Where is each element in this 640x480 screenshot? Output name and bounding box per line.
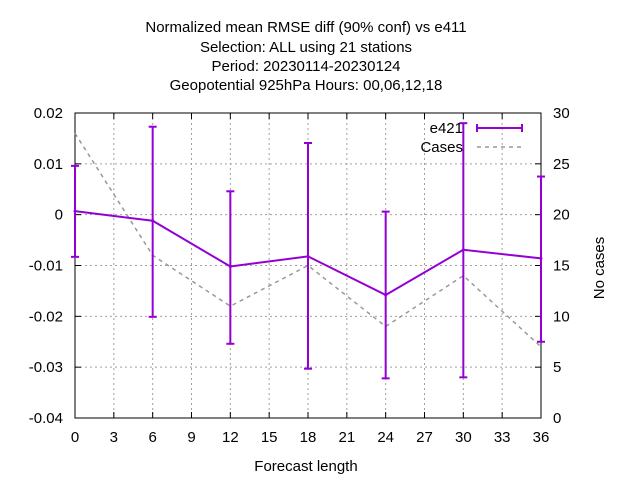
- legend-label-e421: e421: [430, 120, 463, 137]
- legend-label-cases: Cases: [420, 139, 463, 156]
- x-tick-label-11: 33: [494, 429, 511, 446]
- chart-title: Normalized mean RMSE diff (90% conf) vs …: [145, 19, 466, 94]
- y2-tick-label-4: 20: [553, 207, 570, 224]
- x-tick-label-10: 30: [455, 429, 472, 446]
- title-line-2: Selection: ALL using 21 stations: [200, 39, 412, 56]
- y2-tick-label-1: 5: [553, 359, 561, 376]
- y2-tick-label-3: 15: [553, 258, 570, 275]
- x-axis-ticks: 0 3 6 9 12 15 18 21 24 27 30 33 36: [71, 113, 550, 446]
- x-tick-label-1: 3: [110, 429, 118, 446]
- e421-point-2: [228, 265, 232, 269]
- y-tick-label-4: 0: [55, 207, 63, 224]
- x-tick-label-2: 6: [148, 429, 156, 446]
- x-tick-label-6: 18: [300, 429, 317, 446]
- e421-point-4: [384, 293, 388, 297]
- e421-point-1: [151, 219, 155, 223]
- x-tick-label-8: 24: [377, 429, 394, 446]
- title-line-3: Period: 20230114-20230124: [211, 58, 400, 75]
- legend: e421 Cases: [420, 120, 523, 156]
- y2-tick-label-2: 10: [553, 308, 570, 325]
- x-tick-label-9: 27: [416, 429, 433, 446]
- y2-axis-ticks: 0 5 10 15 20 25 30: [535, 105, 570, 427]
- y2-tick-label-6: 30: [553, 105, 570, 122]
- e421-point-3: [306, 254, 310, 258]
- e421-point-0: [73, 209, 77, 213]
- title-line-4: Geopotential 925hPa Hours: 00,06,12,18: [170, 77, 443, 94]
- x-tick-label-0: 0: [71, 429, 79, 446]
- x-tick-label-5: 15: [261, 429, 278, 446]
- title-line-1: Normalized mean RMSE diff (90% conf) vs …: [145, 19, 466, 36]
- x-tick-label-7: 21: [338, 429, 355, 446]
- x-axis-label: Forecast length: [254, 458, 357, 475]
- e421-point-5: [461, 248, 465, 252]
- y-tick-label-1: -0.03: [29, 359, 63, 376]
- y-tick-label-2: -0.02: [29, 308, 63, 325]
- y2-tick-label-5: 25: [553, 156, 570, 173]
- y-axis-ticks: -0.04 -0.03 -0.02 -0.01 0 0.01 0.02: [29, 105, 81, 427]
- x-tick-label-12: 36: [533, 429, 550, 446]
- y2-tick-label-0: 0: [553, 410, 561, 427]
- x-tick-label-3: 9: [187, 429, 195, 446]
- y-tick-label-3: -0.01: [29, 258, 63, 275]
- legend-swatches: [476, 124, 523, 148]
- y2-axis-label: No cases: [591, 237, 608, 300]
- x-tick-label-4: 12: [222, 429, 239, 446]
- e421-point-6: [539, 256, 543, 260]
- series-e421: [71, 122, 545, 380]
- y-tick-label-0: -0.04: [29, 410, 63, 427]
- y-tick-label-6: 0.02: [34, 105, 63, 122]
- y-tick-label-5: 0.01: [34, 156, 63, 173]
